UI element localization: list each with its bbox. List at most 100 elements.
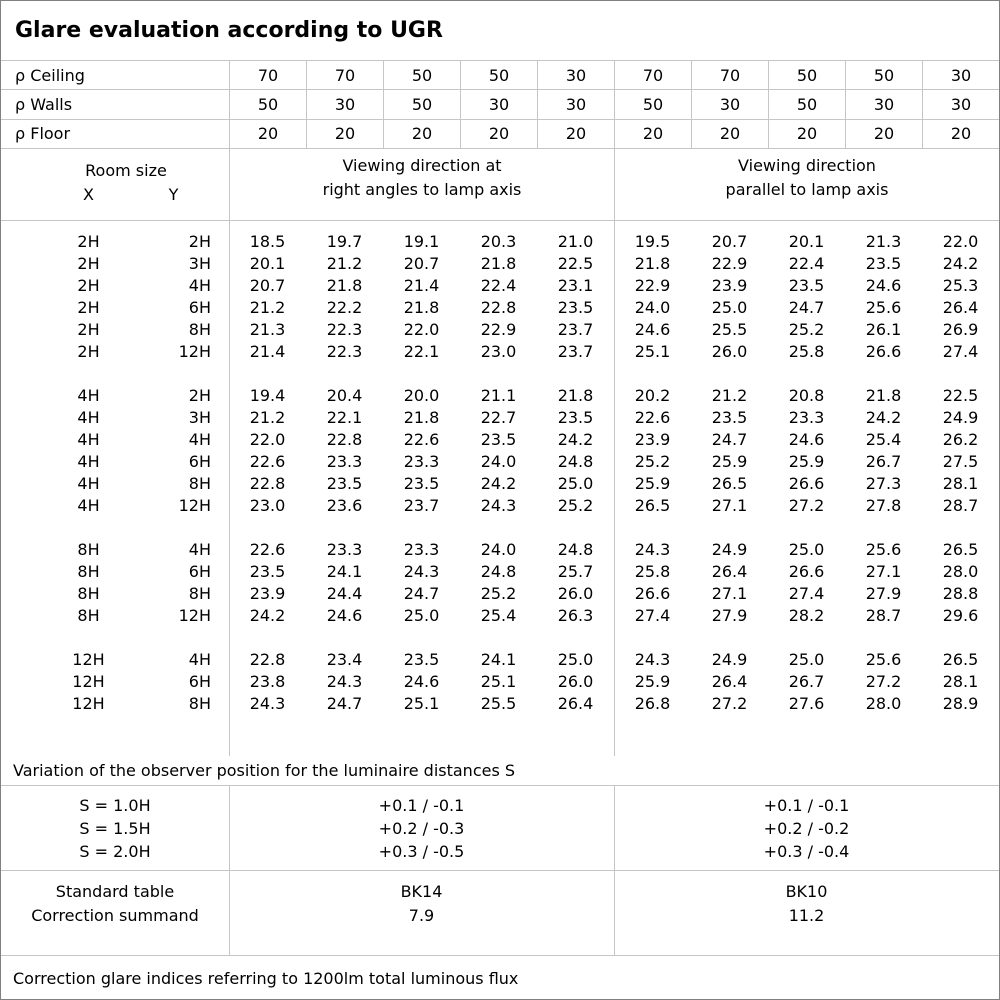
column-divider-line [229,786,230,870]
ugr-value: 21.2 [326,253,363,273]
ugr-value: 27.5 [942,451,979,471]
room-size-x: 4H [77,495,100,515]
ugr-value: 20.0 [403,385,440,405]
ugr-value: 24.8 [557,539,594,559]
ugr-value: 26.9 [942,319,979,339]
ugr-row: 2H 6H 21.2 22.2 21.8 22.8 23.5 24.0 25.0 24.7 25.6… [1,296,999,318]
room-size-y: 4H [188,649,211,669]
s-variation-parallel: +0.2 / -0.2 [763,819,850,838]
s-variation-right-angles: +0.1 / -0.1 [378,796,465,815]
room-size-y: 8H [188,319,211,339]
ugr-value: 25.8 [788,341,825,361]
ugr-value: 28.1 [942,671,979,691]
s-variation-row: S = 2.0H +0.3 / -0.5 +0.3 / -0.4 [1,840,999,863]
ugr-value: 25.9 [634,473,671,493]
column-divider-line [229,221,230,756]
ugr-value: 25.9 [788,451,825,471]
x-axis-label: X [83,184,94,204]
ugr-value: 23.5 [403,649,440,669]
ugr-value: 23.3 [326,539,363,559]
ugr-row: 2H 4H 20.7 21.8 21.4 22.4 23.1 22.9 23.9 23.5 24.6… [1,274,999,296]
ugr-row: 4H 2H 19.4 20.4 20.0 21.1 21.8 20.2 21.2 20.8 21.8… [1,384,999,406]
ugr-row: 12H 4H 22.8 23.4 23.5 24.1 25.0 24.3 24.9 25.0 25.… [1,648,999,670]
room-size-y: 4H [188,275,211,295]
ugr-value: 27.9 [865,583,902,603]
ugr-value: 26.6 [865,341,902,361]
ugr-value: 24.2 [942,253,979,273]
ugr-value: 27.1 [711,495,748,515]
ugr-value: 23.4 [326,649,363,669]
reflectance-value: 20 [922,119,999,148]
ugr-value: 25.0 [788,539,825,559]
standard-value-right-angles: BK14 [400,881,443,901]
ugr-value: 25.4 [480,605,517,625]
standard-row-label: Standard table [55,881,175,901]
ugr-value: 24.3 [634,649,671,669]
ugr-value: 22.6 [249,451,286,471]
ugr-value: 23.5 [403,473,440,493]
ugr-value: 20.1 [249,253,286,273]
ugr-value: 26.4 [711,671,748,691]
ugr-value: 24.7 [403,583,440,603]
ugr-value: 22.6 [634,407,671,427]
ugr-value: 22.5 [557,253,594,273]
ugr-row: 4H 6H 22.6 23.3 23.3 24.0 24.8 25.2 25.9 25.9 26.7… [1,450,999,472]
reflectance-value: 20 [614,119,691,148]
ugr-value: 27.4 [788,583,825,603]
reflectance-row-label: ρ Floor [15,124,71,144]
ugr-value: 26.5 [711,473,748,493]
ugr-row: 8H 12H 24.2 24.6 25.0 25.4 26.3 27.4 27.9 28.2 28.… [1,604,999,626]
reflectance-value: 30 [306,90,383,119]
ugr-value: 19.4 [249,385,286,405]
reflectance-value: 50 [768,61,845,90]
ugr-value: 21.3 [249,319,286,339]
column-header-row: Room size X Y Viewing direction at right… [1,149,999,221]
ugr-value: 23.3 [326,451,363,471]
s-variation-row: S = 1.0H +0.1 / -0.1 +0.1 / -0.1 [1,794,999,817]
y-axis-label: Y [168,184,179,204]
ugr-value: 24.2 [557,429,594,449]
ugr-value: 21.8 [865,385,902,405]
ugr-value: 25.0 [711,297,748,317]
ugr-value: 28.2 [788,605,825,625]
ugr-value: 23.5 [249,561,286,581]
ugr-value: 27.9 [711,605,748,625]
ugr-value: 21.8 [326,275,363,295]
ugr-value: 24.9 [711,649,748,669]
room-size-y: 6H [188,561,211,581]
room-size-x: 2H [77,341,100,361]
room-size-x: 8H [77,561,100,581]
ugr-value: 21.0 [557,231,594,251]
group-header-parallel: Viewing direction parallel to lamp axis [614,149,999,220]
ugr-value: 26.5 [634,495,671,515]
ugr-value: 23.5 [480,429,517,449]
ugr-value: 27.2 [865,671,902,691]
ugr-value: 21.4 [403,275,440,295]
ugr-value: 21.8 [403,407,440,427]
ugr-value: 24.4 [326,583,363,603]
reflectance-value: 20 [768,119,845,148]
ugr-value: 21.8 [634,253,671,273]
ugr-value: 26.6 [788,561,825,581]
ugr-value: 23.9 [711,275,748,295]
room-size-y: 6H [188,297,211,317]
room-size-y: 12H [178,495,211,515]
ugr-value: 20.8 [788,385,825,405]
room-size-x: 2H [77,297,100,317]
ugr-value: 21.3 [865,231,902,251]
ugr-value: 23.9 [634,429,671,449]
ugr-value: 25.0 [403,605,440,625]
footer-note: Correction glare indices referring to 12… [13,968,519,988]
ugr-value: 25.5 [711,319,748,339]
room-size-y: 4H [188,429,211,449]
room-size-x: 8H [77,539,100,559]
ugr-value: 22.3 [326,319,363,339]
ugr-value: 27.6 [788,693,825,713]
room-size-x: 2H [77,275,100,295]
ugr-value: 22.6 [403,429,440,449]
reflectance-value: 30 [691,90,768,119]
room-size-x: 4H [77,451,100,471]
ugr-value: 26.6 [788,473,825,493]
block-gap [1,362,999,384]
